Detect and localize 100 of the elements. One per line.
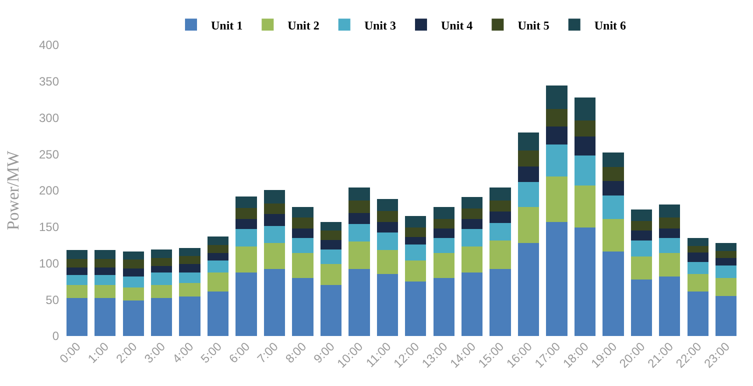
bar bbox=[602, 167, 624, 182]
bar bbox=[207, 245, 229, 254]
bar bbox=[292, 238, 314, 254]
x-tick-label: 7:00 bbox=[254, 339, 282, 366]
bar bbox=[348, 188, 370, 201]
bar bbox=[574, 120, 596, 137]
bar bbox=[179, 256, 200, 264]
bar bbox=[264, 190, 286, 204]
bar bbox=[292, 207, 314, 218]
bar bbox=[574, 136, 596, 156]
bar bbox=[122, 276, 144, 288]
bar bbox=[433, 278, 454, 336]
bar bbox=[630, 279, 652, 336]
bar bbox=[659, 217, 680, 228]
bar bbox=[659, 204, 680, 218]
bar bbox=[122, 300, 144, 336]
bar bbox=[715, 258, 737, 266]
bar bbox=[292, 278, 314, 336]
bar bbox=[122, 287, 144, 300]
y-tick-label: 350 bbox=[38, 74, 60, 89]
y-axis-title: Power/MW bbox=[4, 150, 23, 230]
bar bbox=[546, 86, 568, 110]
bar bbox=[66, 258, 88, 268]
legend-label: Unit 5 bbox=[518, 18, 550, 32]
bar bbox=[179, 272, 200, 283]
bar bbox=[715, 278, 737, 296]
legend-label: Unit 1 bbox=[211, 18, 243, 32]
x-tick-label: 3:00 bbox=[142, 339, 168, 366]
y-tick-label: 250 bbox=[38, 147, 60, 162]
bar bbox=[602, 181, 624, 196]
x-tick-label: 8:00 bbox=[282, 339, 310, 366]
y-tick-label: 400 bbox=[38, 38, 60, 52]
bar bbox=[151, 298, 172, 336]
bar bbox=[94, 258, 116, 268]
bar bbox=[348, 269, 370, 336]
bar bbox=[659, 276, 680, 336]
bar bbox=[659, 253, 680, 276]
bar bbox=[376, 250, 398, 274]
bar bbox=[405, 237, 426, 244]
bar bbox=[405, 260, 426, 282]
y-tick-label: 50 bbox=[46, 292, 60, 307]
bar bbox=[122, 260, 144, 268]
bar bbox=[320, 222, 342, 231]
bar bbox=[320, 240, 342, 250]
bar bbox=[66, 274, 88, 286]
bar bbox=[490, 269, 511, 336]
bar bbox=[122, 252, 144, 260]
bar bbox=[348, 213, 370, 224]
bar bbox=[179, 264, 200, 273]
y-tick-label: 100 bbox=[38, 256, 60, 270]
bar bbox=[659, 228, 680, 238]
bar bbox=[94, 285, 116, 298]
bar bbox=[518, 182, 540, 208]
bar bbox=[574, 97, 596, 121]
bar bbox=[94, 250, 116, 259]
bar bbox=[320, 285, 342, 336]
bar bbox=[236, 246, 257, 273]
bar bbox=[236, 229, 257, 247]
bar bbox=[546, 109, 568, 126]
bar bbox=[687, 246, 708, 252]
bar bbox=[405, 281, 426, 336]
bar bbox=[574, 156, 596, 186]
bar bbox=[207, 292, 229, 336]
bar bbox=[94, 274, 116, 286]
x-tick-label: 6:00 bbox=[226, 339, 253, 366]
bar bbox=[518, 207, 540, 243]
bar bbox=[461, 246, 483, 273]
bar bbox=[292, 228, 314, 238]
y-tick-label: 0 bbox=[52, 329, 60, 344]
bar bbox=[630, 256, 652, 280]
bar bbox=[518, 150, 540, 166]
bar bbox=[490, 223, 511, 241]
legend-label: Unit 3 bbox=[364, 18, 396, 32]
bar bbox=[546, 144, 568, 177]
x-tick-label: 9:00 bbox=[310, 339, 338, 366]
bar bbox=[602, 218, 624, 252]
bar bbox=[292, 253, 314, 278]
legend-label: Unit 6 bbox=[594, 18, 626, 32]
bar bbox=[433, 238, 454, 254]
bar bbox=[348, 200, 370, 214]
bar bbox=[376, 232, 398, 250]
bar bbox=[433, 253, 454, 278]
bar bbox=[574, 228, 596, 336]
bar bbox=[207, 272, 229, 292]
bar bbox=[66, 298, 88, 336]
bar bbox=[151, 266, 172, 273]
x-tick-label: 0:00 bbox=[56, 339, 84, 366]
bar bbox=[630, 209, 652, 222]
bar bbox=[236, 218, 257, 230]
y-tick-label: 150 bbox=[38, 220, 60, 234]
bar bbox=[151, 272, 172, 286]
bar bbox=[490, 212, 511, 224]
bar bbox=[687, 238, 708, 246]
bar bbox=[715, 265, 737, 278]
bar bbox=[264, 226, 286, 243]
bar bbox=[602, 196, 624, 219]
y-tick-label: 300 bbox=[38, 110, 60, 125]
bar bbox=[94, 298, 116, 336]
bar bbox=[546, 222, 568, 336]
bar bbox=[687, 274, 708, 292]
